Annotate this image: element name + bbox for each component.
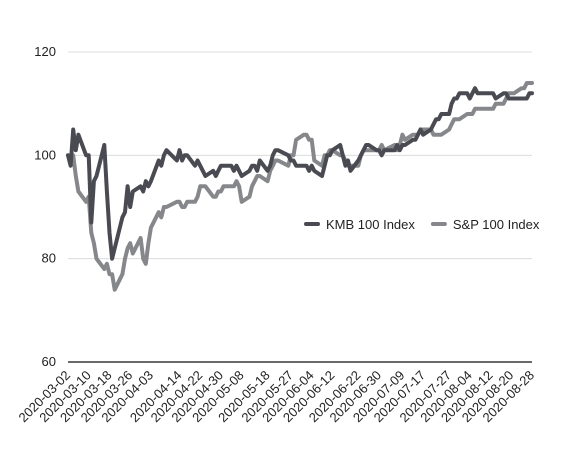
y-axis-ticks: 60 80 100 120 [34,44,56,369]
legend: KMB 100 Index S&P 100 Index [304,217,540,232]
series-line-0 [66,86,534,261]
legend-label-1: S&P 100 Index [453,217,540,232]
x-axis-ticks: 2020-03-022020-03-102020-03-182020-03-26… [15,368,537,426]
grid-lines [68,51,532,363]
series-line-1 [66,81,534,292]
series-lines [66,81,534,292]
y-tick-label: 100 [34,147,56,162]
y-tick-label: 120 [34,44,56,59]
y-tick-label: 80 [42,251,56,266]
legend-label-0: KMB 100 Index [326,217,415,232]
y-tick-label: 60 [42,354,56,369]
